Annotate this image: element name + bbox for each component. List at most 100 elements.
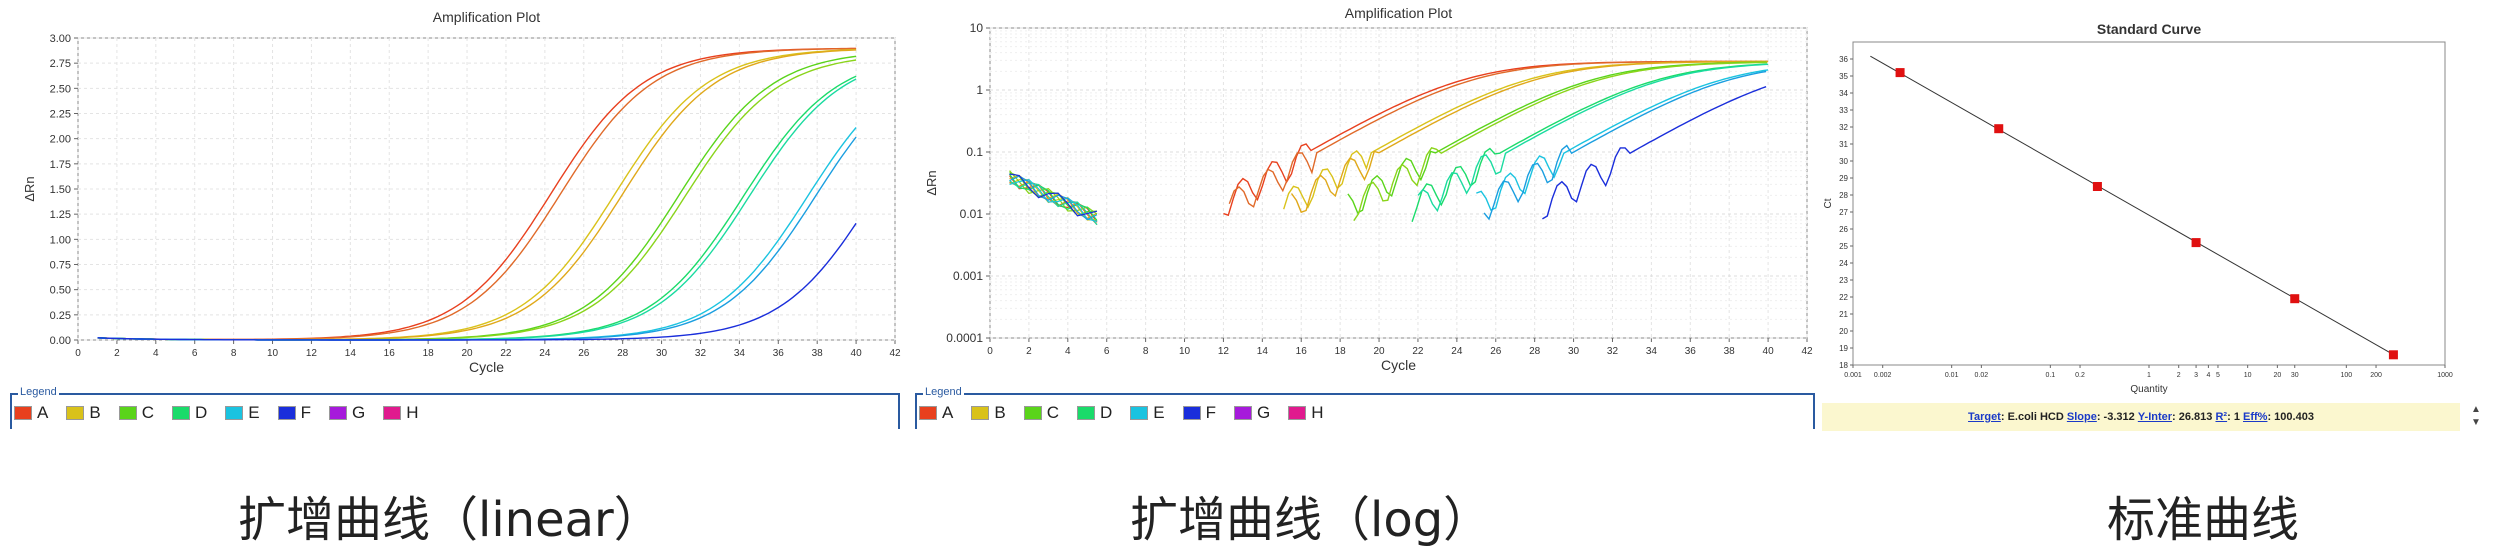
eff-link[interactable]: Eff%	[2243, 411, 2268, 423]
y-tick-label: 21	[1839, 310, 1848, 319]
legend-item-h[interactable]: H	[383, 403, 419, 423]
legend-label: C	[1046, 403, 1059, 422]
legend-label: B	[994, 403, 1006, 422]
legend-swatch	[1288, 406, 1307, 420]
slope-link[interactable]: Slope	[2066, 411, 2097, 423]
legend-swatch	[1076, 406, 1095, 420]
baseline-segment	[1009, 175, 1098, 221]
standard-point	[1895, 68, 1905, 78]
y-tick-label: 1.25	[50, 209, 71, 221]
x-tick-label: 10	[1179, 346, 1191, 357]
x-tick-label: 20	[461, 348, 473, 359]
x-tick-label: 38	[1724, 346, 1736, 357]
legend-item-h[interactable]: H	[1288, 403, 1324, 423]
legend-label: F	[1205, 403, 1216, 422]
legend-label: G	[1256, 403, 1271, 422]
standard-point	[2092, 182, 2102, 191]
x-tick-label: 28	[1529, 346, 1541, 357]
yinter-link[interactable]: Y-Inter	[2137, 411, 2173, 423]
y-axis-label: Ct	[1823, 198, 1834, 208]
legend-item-a[interactable]: A	[919, 403, 953, 423]
y-tick-label: 0.50	[50, 285, 71, 297]
x-tick-label: 34	[1646, 346, 1658, 357]
legend-item-c[interactable]: C	[118, 403, 154, 423]
caption-linear: 扩增曲线（linear）	[238, 492, 662, 548]
x-tick-label: 18	[1335, 346, 1347, 357]
y-tick-label: 2.00	[50, 134, 71, 146]
legend-swatch	[919, 406, 937, 420]
legend-item-c[interactable]: C	[1023, 403, 1059, 423]
legend-label: D	[1099, 403, 1113, 422]
legend-item-f[interactable]: F	[277, 403, 311, 423]
legend-item-e[interactable]: E	[1130, 403, 1165, 423]
y-tick-label: 1.50	[50, 184, 71, 196]
y-axis-label: ΔRn	[22, 176, 37, 201]
legend-item-g[interactable]: G	[328, 403, 366, 423]
legend-item-a[interactable]: A	[14, 403, 48, 423]
x-tick-label: 0	[987, 346, 993, 357]
legend-label: B	[89, 403, 101, 422]
x-tick-label: 0	[75, 348, 81, 359]
scroll-down-icon[interactable]: ▼	[2471, 417, 2481, 428]
x-tick-label: 30	[1568, 346, 1580, 357]
legend-item-d[interactable]: D	[1076, 403, 1113, 423]
y-tick-label: 0.1	[966, 145, 983, 159]
x-tick-label: 40	[851, 348, 863, 359]
legend-swatch	[118, 406, 137, 420]
r2-link[interactable]: R²	[2215, 411, 2228, 423]
x-tick-label: 0.02	[1975, 372, 1989, 379]
x-tick-label: 14	[345, 348, 357, 359]
standard-point	[2388, 350, 2398, 360]
legend-item-e[interactable]: E	[225, 403, 260, 423]
x-tick-label: 1	[2147, 372, 2151, 379]
legend-swatch	[1233, 406, 1252, 420]
y-tick-label: 26	[1839, 225, 1848, 234]
x-tick-label: 24	[539, 348, 551, 359]
x-tick-label: 20	[1373, 346, 1385, 357]
legend-item-b[interactable]: B	[971, 403, 1006, 423]
linear-plot-panel: 0 2 4 6 8 10 12 14 16 18 20 22 24 26 28 30 32 34 36 38 40 42 0…	[0, 0, 910, 552]
x-tick-label: 26	[1490, 346, 1502, 357]
legend-swatch	[971, 406, 990, 420]
x-tick-label: 2	[2177, 372, 2181, 379]
y-tick-label: 34	[1839, 89, 1848, 98]
legend-log: Legend A B C D E F G H	[915, 386, 1815, 429]
y-tick-label: 1.00	[50, 234, 71, 246]
legend-item-g[interactable]: G	[1233, 403, 1271, 423]
target-link[interactable]: Target	[1968, 411, 2001, 423]
baseline-segment	[1009, 173, 1098, 217]
y-tick-label: 23	[1839, 276, 1848, 285]
legend-item-d[interactable]: D	[171, 403, 207, 423]
y-tick-label: 2.25	[50, 109, 71, 121]
standard-curve-panel: 0.001 0.002 0.01 0.02 0.1 0.2 1 2 3 4 5 10 20 30 100 20…	[1815, 0, 2495, 552]
x-tick-label: 30	[2291, 372, 2299, 379]
y-tick-label: 10	[970, 21, 984, 35]
x-tick-label: 16	[384, 348, 396, 359]
x-tick-label: 8	[231, 348, 237, 359]
x-tick-label: 4	[2206, 372, 2210, 379]
x-tick-label: 3	[2194, 372, 2198, 379]
caption-standard: 标准曲线	[2107, 492, 2300, 548]
x-tick-label: 14	[1257, 346, 1269, 357]
y-tick-label: 0.25	[50, 310, 71, 322]
y-axis-label: ΔRn	[924, 170, 939, 195]
legend-swatch	[1182, 406, 1201, 420]
x-tick-label: 2	[114, 348, 120, 359]
x-tick-label: 0.01	[1945, 372, 1959, 379]
x-tick-label: 34	[734, 348, 746, 359]
legend-swatch	[14, 406, 32, 420]
y-tick-label: 22	[1839, 293, 1848, 302]
scroll-up-icon[interactable]: ▲	[2471, 404, 2481, 415]
y-tick-label: 29	[1839, 174, 1848, 183]
legend-item-b[interactable]: B	[66, 403, 101, 423]
info-scroll-arrows[interactable]: ▲ ▼	[2467, 403, 2485, 431]
legend-label: F	[300, 403, 311, 422]
y-tick-label: 31	[1839, 140, 1848, 149]
amplification-curve	[1290, 60, 1769, 214]
y-tick-label: 24	[1839, 259, 1848, 268]
x-tick-label: 0.001	[1844, 372, 1862, 379]
legend-title: Legend	[18, 386, 59, 398]
x-tick-label: 32	[1607, 346, 1619, 357]
legend-label: G	[351, 403, 366, 422]
legend-item-f[interactable]: F	[1182, 403, 1216, 423]
